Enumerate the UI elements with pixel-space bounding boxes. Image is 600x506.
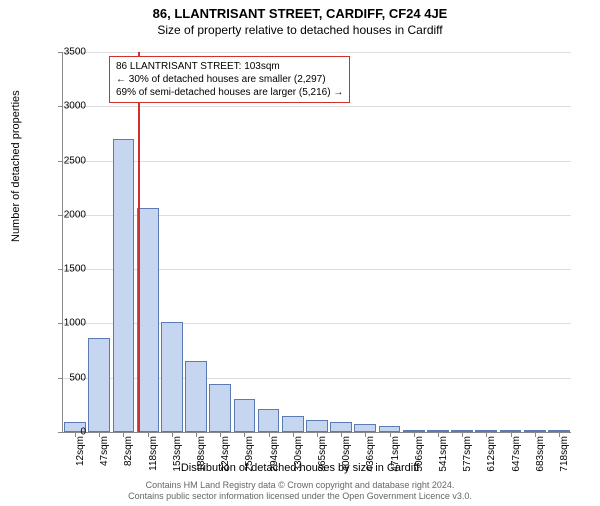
histogram-bar — [306, 420, 328, 432]
xtick-label: 294sqm — [269, 436, 280, 486]
xtick-label: 82sqm — [123, 436, 134, 486]
xtick-label: 47sqm — [99, 436, 110, 486]
xtick-label: 612sqm — [486, 436, 497, 486]
xtick-label: 471sqm — [390, 436, 401, 486]
histogram-bar — [161, 322, 183, 432]
histogram-bar — [185, 361, 207, 432]
property-marker-line — [138, 52, 140, 432]
histogram-bar — [88, 338, 110, 432]
footer-line-1: Contains HM Land Registry data © Crown c… — [0, 480, 600, 491]
xtick-label: 577sqm — [462, 436, 473, 486]
ytick-label: 1000 — [46, 318, 86, 329]
footer-line-2: Contains public sector information licen… — [0, 491, 600, 502]
histogram-bar — [209, 384, 231, 432]
ytick-label: 0 — [46, 427, 86, 438]
xtick-label: 118sqm — [148, 436, 159, 486]
xtick-label: 259sqm — [244, 436, 255, 486]
xtick-label: 400sqm — [341, 436, 352, 486]
xtick-label: 541sqm — [438, 436, 449, 486]
xtick-label: 12sqm — [75, 436, 86, 486]
xtick-label: 506sqm — [414, 436, 425, 486]
histogram-bar — [354, 424, 376, 432]
ytick-label: 3000 — [46, 101, 86, 112]
histogram-bar — [282, 416, 304, 432]
page-subtitle: Size of property relative to detached ho… — [0, 23, 600, 37]
ytick-label: 2500 — [46, 155, 86, 166]
xtick-label: 224sqm — [220, 436, 231, 486]
footer-attribution: Contains HM Land Registry data © Crown c… — [0, 480, 600, 502]
histogram-bar — [137, 208, 159, 432]
xtick-label: 683sqm — [535, 436, 546, 486]
xtick-label: 365sqm — [317, 436, 328, 486]
histogram-bar — [234, 399, 256, 432]
xtick-label: 718sqm — [559, 436, 570, 486]
annotation-line: 69% of semi-detached houses are larger (… — [116, 86, 343, 99]
histogram-bar — [330, 422, 352, 432]
xtick-label: 647sqm — [511, 436, 522, 486]
xtick-label: 188sqm — [196, 436, 207, 486]
chart-plot-area: 12sqm47sqm82sqm118sqm153sqm188sqm224sqm2… — [62, 52, 571, 433]
ytick-label: 1500 — [46, 264, 86, 275]
histogram-bar — [113, 139, 135, 432]
annotation-line: 86 LLANTRISANT STREET: 103sqm — [116, 60, 343, 73]
annotation-box: 86 LLANTRISANT STREET: 103sqm← 30% of de… — [109, 56, 350, 103]
xtick-label: 436sqm — [365, 436, 376, 486]
page-title: 86, LLANTRISANT STREET, CARDIFF, CF24 4J… — [0, 6, 600, 21]
xtick-label: 153sqm — [172, 436, 183, 486]
histogram-bar — [258, 409, 280, 432]
xtick-label: 330sqm — [293, 436, 304, 486]
y-axis-label: Number of detached properties — [10, 90, 22, 242]
ytick-label: 3500 — [46, 47, 86, 58]
ytick-label: 2000 — [46, 209, 86, 220]
x-axis-label: Distribution of detached houses by size … — [0, 462, 600, 474]
annotation-line: ← 30% of detached houses are smaller (2,… — [116, 73, 343, 86]
ytick-label: 500 — [46, 372, 86, 383]
